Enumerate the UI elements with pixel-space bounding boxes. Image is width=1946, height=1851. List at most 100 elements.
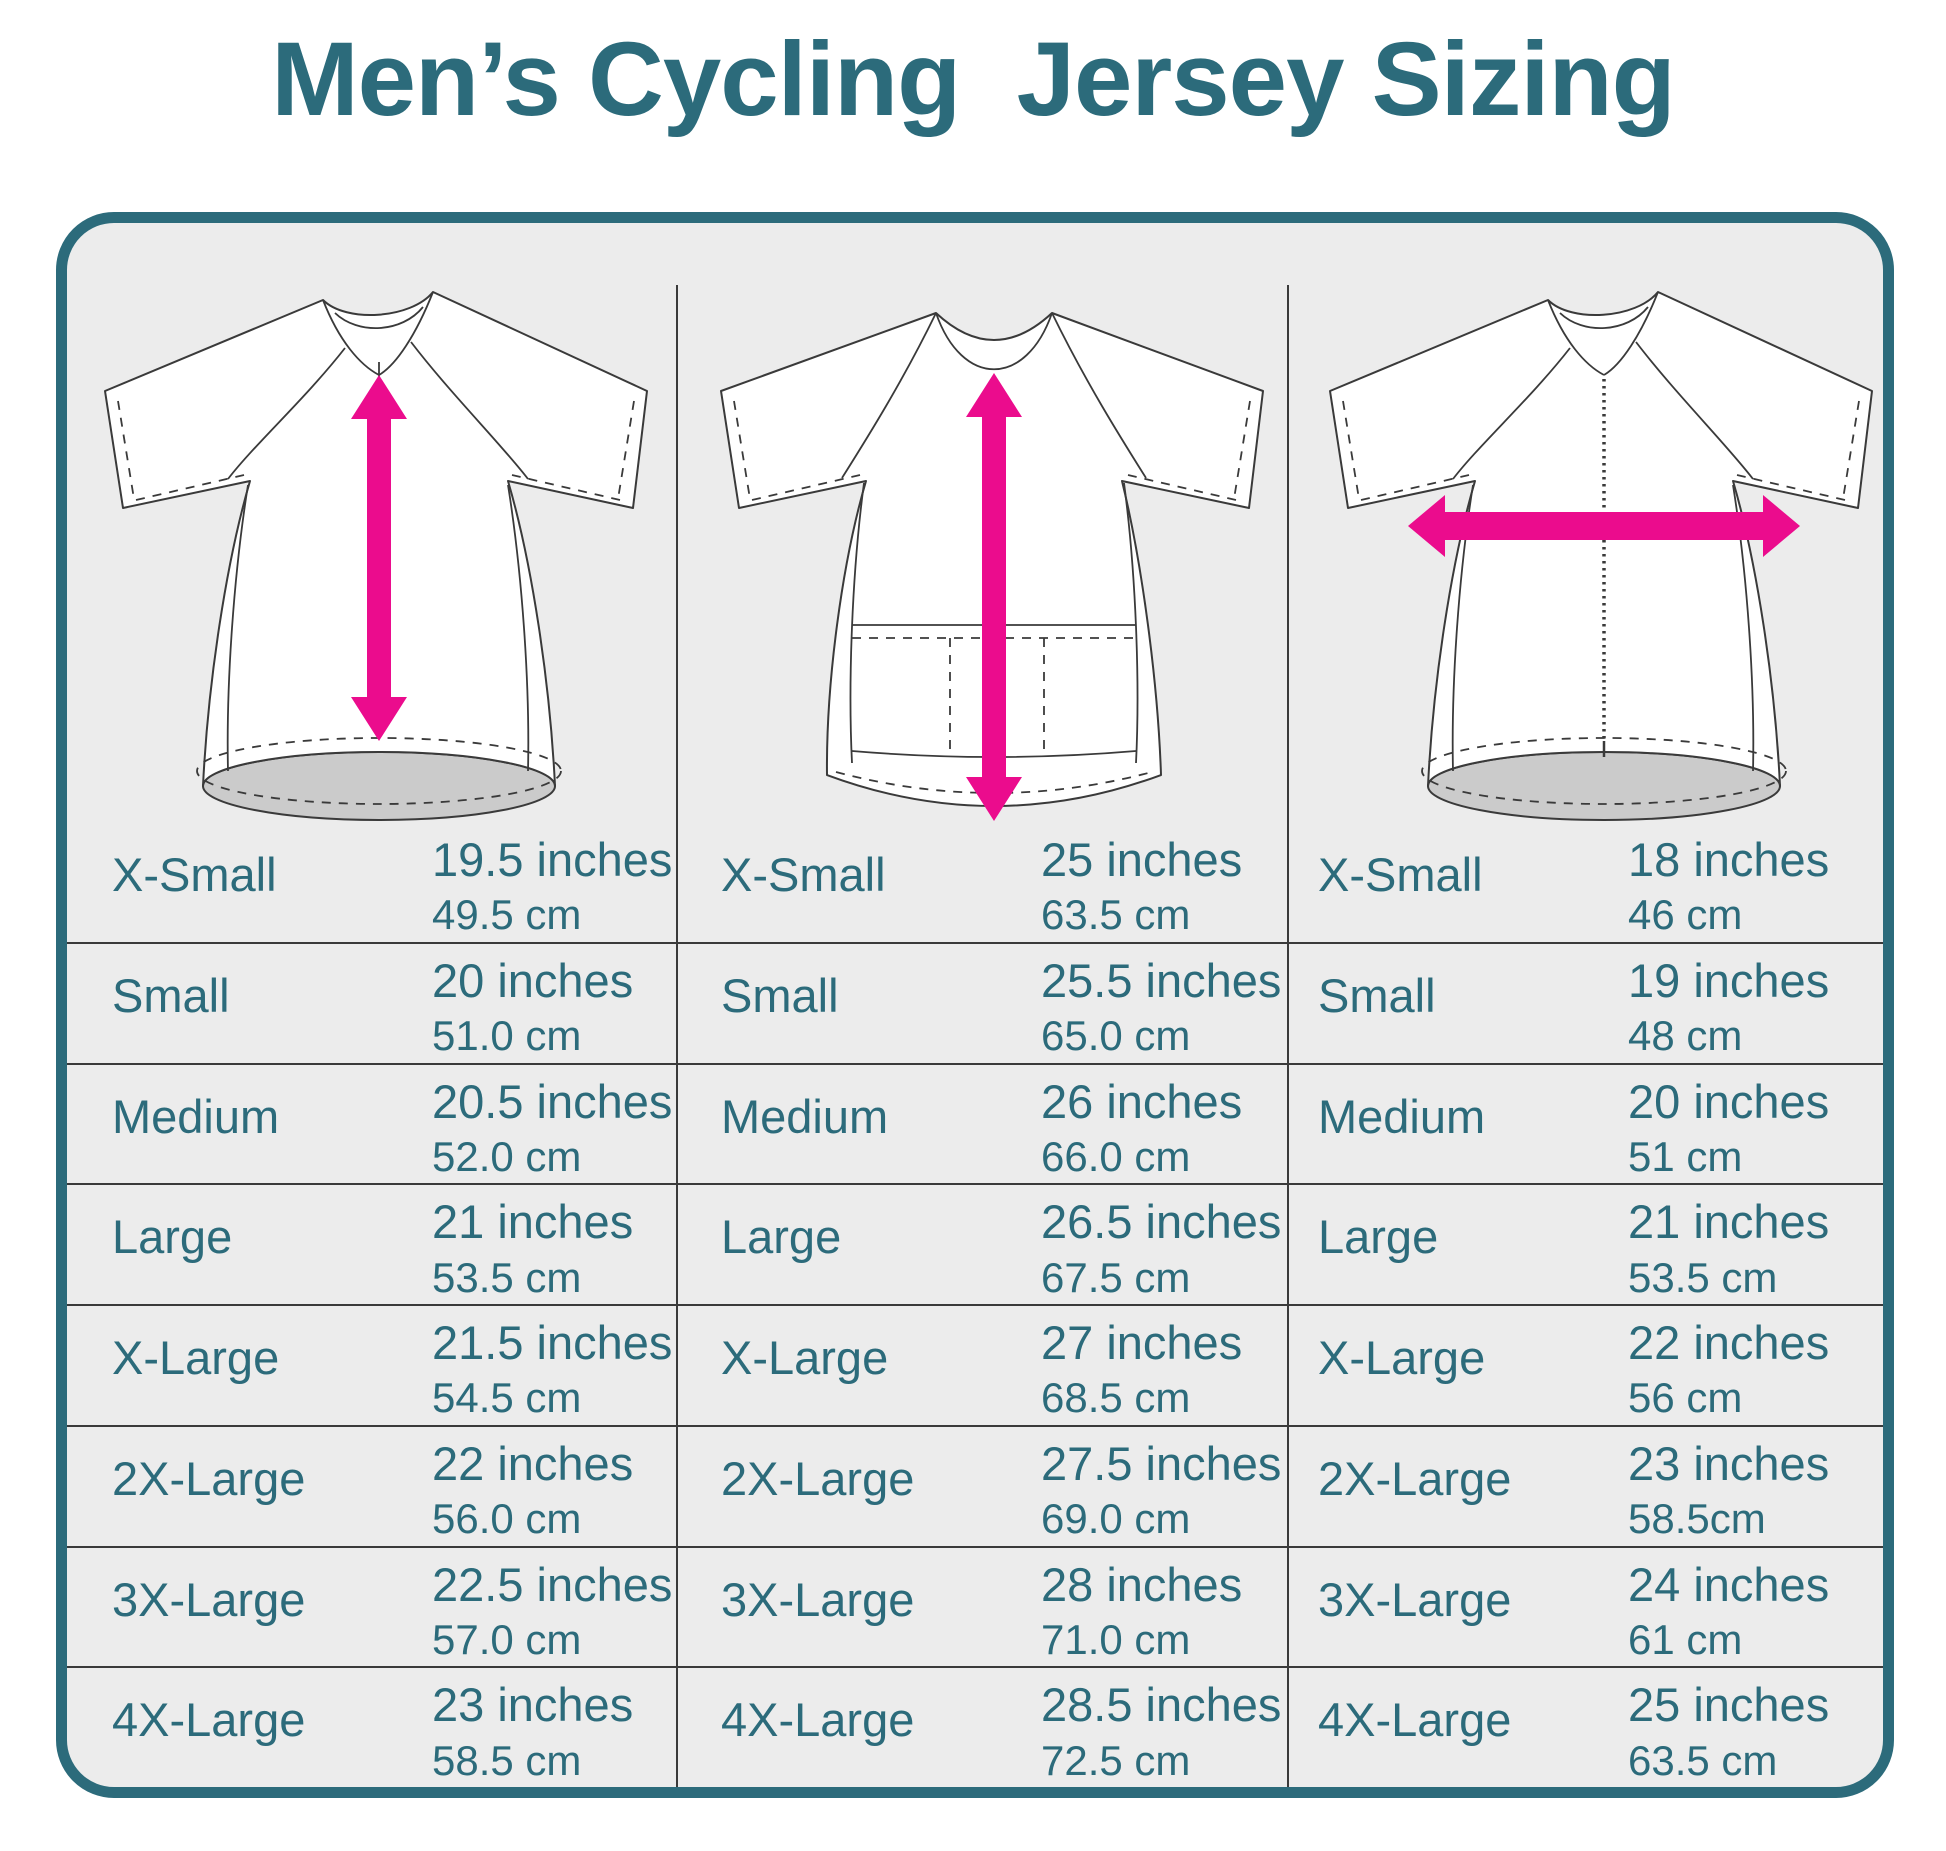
measurement-value: 22.5 inches 57.0 cm [432, 1557, 672, 1665]
collar [1603, 291, 1659, 376]
jersey-chest-width-illustration [1329, 291, 1873, 821]
measurement-value: 26.5 inches 67.5 cm [1041, 1194, 1281, 1302]
sleeve-stitch-dashes [1360, 474, 1470, 501]
size-label: X-Large [112, 1331, 280, 1384]
collar [378, 291, 434, 376]
size-label: 3X-Large [1318, 1572, 1512, 1626]
cm-value: 51 cm [1628, 1132, 1743, 1180]
cm-value: 65.0 cm [1041, 1012, 1191, 1060]
inches-value: 21 inches [1628, 1195, 1830, 1249]
size-label: X-Small [1318, 848, 1483, 901]
cm-value: 51.0 cm [432, 1012, 582, 1060]
cm-value: 57.0 cm [432, 1615, 582, 1663]
size-table: X-Small 19.5 inches 49.5 cm X-Small 25 inche… [67, 823, 1883, 1787]
cm-value: 54.5 cm [432, 1374, 582, 1422]
size-label: 4X-Large [721, 1693, 915, 1747]
cm-value: 63.5 cm [1041, 891, 1191, 939]
cm-value: 48 cm [1628, 1012, 1743, 1060]
sizing-panel: X-Small 19.5 inches 49.5 cm X-Small 25 inche… [56, 212, 1894, 1798]
raglan-seam [227, 347, 346, 480]
raglan-seam [841, 312, 937, 479]
measurement-value: 19 inches 48 cm [1628, 953, 1829, 1061]
inches-value: 19 inches [1628, 953, 1830, 1007]
measurement-value: 20.5 inches 52.0 cm [432, 1074, 672, 1182]
measurement-value: 22 inches 56 cm [1628, 1315, 1829, 1423]
table-cell: Medium 20 inches 51 cm [1287, 1065, 1883, 1184]
size-label: 2X-Large [112, 1451, 306, 1505]
table-cell: X-Large 27 inches 68.5 cm [676, 1306, 1287, 1425]
inches-value: 18 inches [1628, 833, 1830, 886]
back-length-measure-arrow [966, 373, 1022, 821]
measurement-value: 20 inches 51.0 cm [432, 953, 633, 1061]
size-label: X-Large [1318, 1331, 1486, 1384]
collar [1547, 299, 1605, 376]
inches-value: 21.5 inches [432, 1316, 673, 1369]
table-cell: X-Large 22 inches 56 cm [1287, 1306, 1883, 1425]
cm-value: 67.5 cm [1041, 1253, 1191, 1301]
inches-value: 21 inches [432, 1195, 634, 1249]
measurement-value: 27 inches 68.5 cm [1041, 1315, 1242, 1423]
measurement-value: 20 inches 51 cm [1628, 1074, 1829, 1182]
size-label: Medium [112, 1089, 280, 1143]
raglan-seam [1051, 312, 1147, 479]
inches-value: 24 inches [1628, 1557, 1830, 1611]
measurement-value: 19.5 inches 49.5 cm [432, 832, 672, 940]
cm-value: 68.5 cm [1041, 1374, 1191, 1422]
column-divider [1287, 285, 1289, 1787]
sleeve-stitch-dashes [1736, 474, 1846, 501]
table-cell: Large 21 inches 53.5 cm [67, 1185, 676, 1304]
measurement-value: 28 inches 71.0 cm [1041, 1557, 1242, 1665]
column-divider [676, 285, 678, 1787]
measurement-value: 27.5 inches 69.0 cm [1041, 1436, 1281, 1544]
measurement-value: 23 inches 58.5 cm [432, 1677, 633, 1785]
table-cell: X-Small 25 inches 63.5 cm [676, 823, 1287, 942]
inches-value: 28.5 inches [1041, 1678, 1282, 1732]
jersey-front-length-illustration [104, 291, 648, 821]
inches-value: 27.5 inches [1041, 1436, 1282, 1490]
table-cell: Small 20 inches 51.0 cm [67, 944, 676, 1063]
table-cell: 4X-Large 25 inches 63.5 cm [1287, 1668, 1883, 1787]
measurement-value: 18 inches 46 cm [1628, 832, 1829, 940]
inches-value: 27 inches [1041, 1316, 1243, 1369]
inches-value: 25.5 inches [1041, 953, 1282, 1007]
measurement-value: 25.5 inches 65.0 cm [1041, 953, 1281, 1061]
cm-value: 61 cm [1628, 1615, 1743, 1663]
table-row: Small 20 inches 51.0 cm Small 25.5 inches 65.… [67, 941, 1883, 1063]
measurement-value: 25 inches 63.5 cm [1628, 1677, 1829, 1785]
cm-value: 58.5cm [1628, 1495, 1766, 1543]
inches-value: 22 inches [1628, 1316, 1830, 1369]
measurement-value: 23 inches 58.5cm [1628, 1436, 1829, 1544]
measurement-value: 21.5 inches 54.5 cm [432, 1315, 672, 1423]
page-title: Men’s Cycling Jersey Sizing [271, 21, 1676, 138]
side-panel-seam [849, 482, 865, 764]
table-cell: 3X-Large 22.5 inches 57.0 cm [67, 1548, 676, 1667]
raglan-seam [1452, 347, 1571, 480]
size-label: Medium [721, 1089, 889, 1143]
table-row: 3X-Large 22.5 inches 57.0 cm 3X-Large 28 inc… [67, 1545, 1883, 1667]
jersey-back-length-illustration [720, 312, 1264, 821]
sleeve-stitch-dashes [511, 474, 621, 501]
measurement-value: 28.5 inches 72.5 cm [1041, 1677, 1281, 1785]
size-label: Large [1318, 1210, 1439, 1264]
inches-value: 25 inches [1041, 833, 1243, 886]
table-cell: X-Small 19.5 inches 49.5 cm [67, 823, 676, 942]
size-label: 2X-Large [1318, 1451, 1512, 1505]
inches-value: 26 inches [1041, 1074, 1243, 1128]
cm-value: 46 cm [1628, 891, 1743, 939]
cm-value: 71.0 cm [1041, 1615, 1191, 1663]
table-cell: 2X-Large 23 inches 58.5cm [1287, 1427, 1883, 1546]
cm-value: 69.0 cm [1041, 1495, 1191, 1543]
cm-value: 56 cm [1628, 1374, 1743, 1422]
inches-value: 26.5 inches [1041, 1195, 1282, 1249]
inches-value: 20 inches [432, 953, 634, 1007]
table-cell: X-Small 18 inches 46 cm [1287, 823, 1883, 942]
collar-inner [334, 306, 424, 330]
size-label: 3X-Large [112, 1572, 306, 1626]
inches-value: 20.5 inches [432, 1074, 673, 1128]
cm-value: 53.5 cm [432, 1253, 582, 1301]
table-row: Medium 20.5 inches 52.0 cm Medium 26 inches 6… [67, 1062, 1883, 1184]
table-cell: 2X-Large 22 inches 56.0 cm [67, 1427, 676, 1546]
measurement-value: 25 inches 63.5 cm [1041, 832, 1242, 940]
cm-value: 52.0 cm [432, 1132, 582, 1180]
table-cell: Large 21 inches 53.5 cm [1287, 1185, 1883, 1304]
